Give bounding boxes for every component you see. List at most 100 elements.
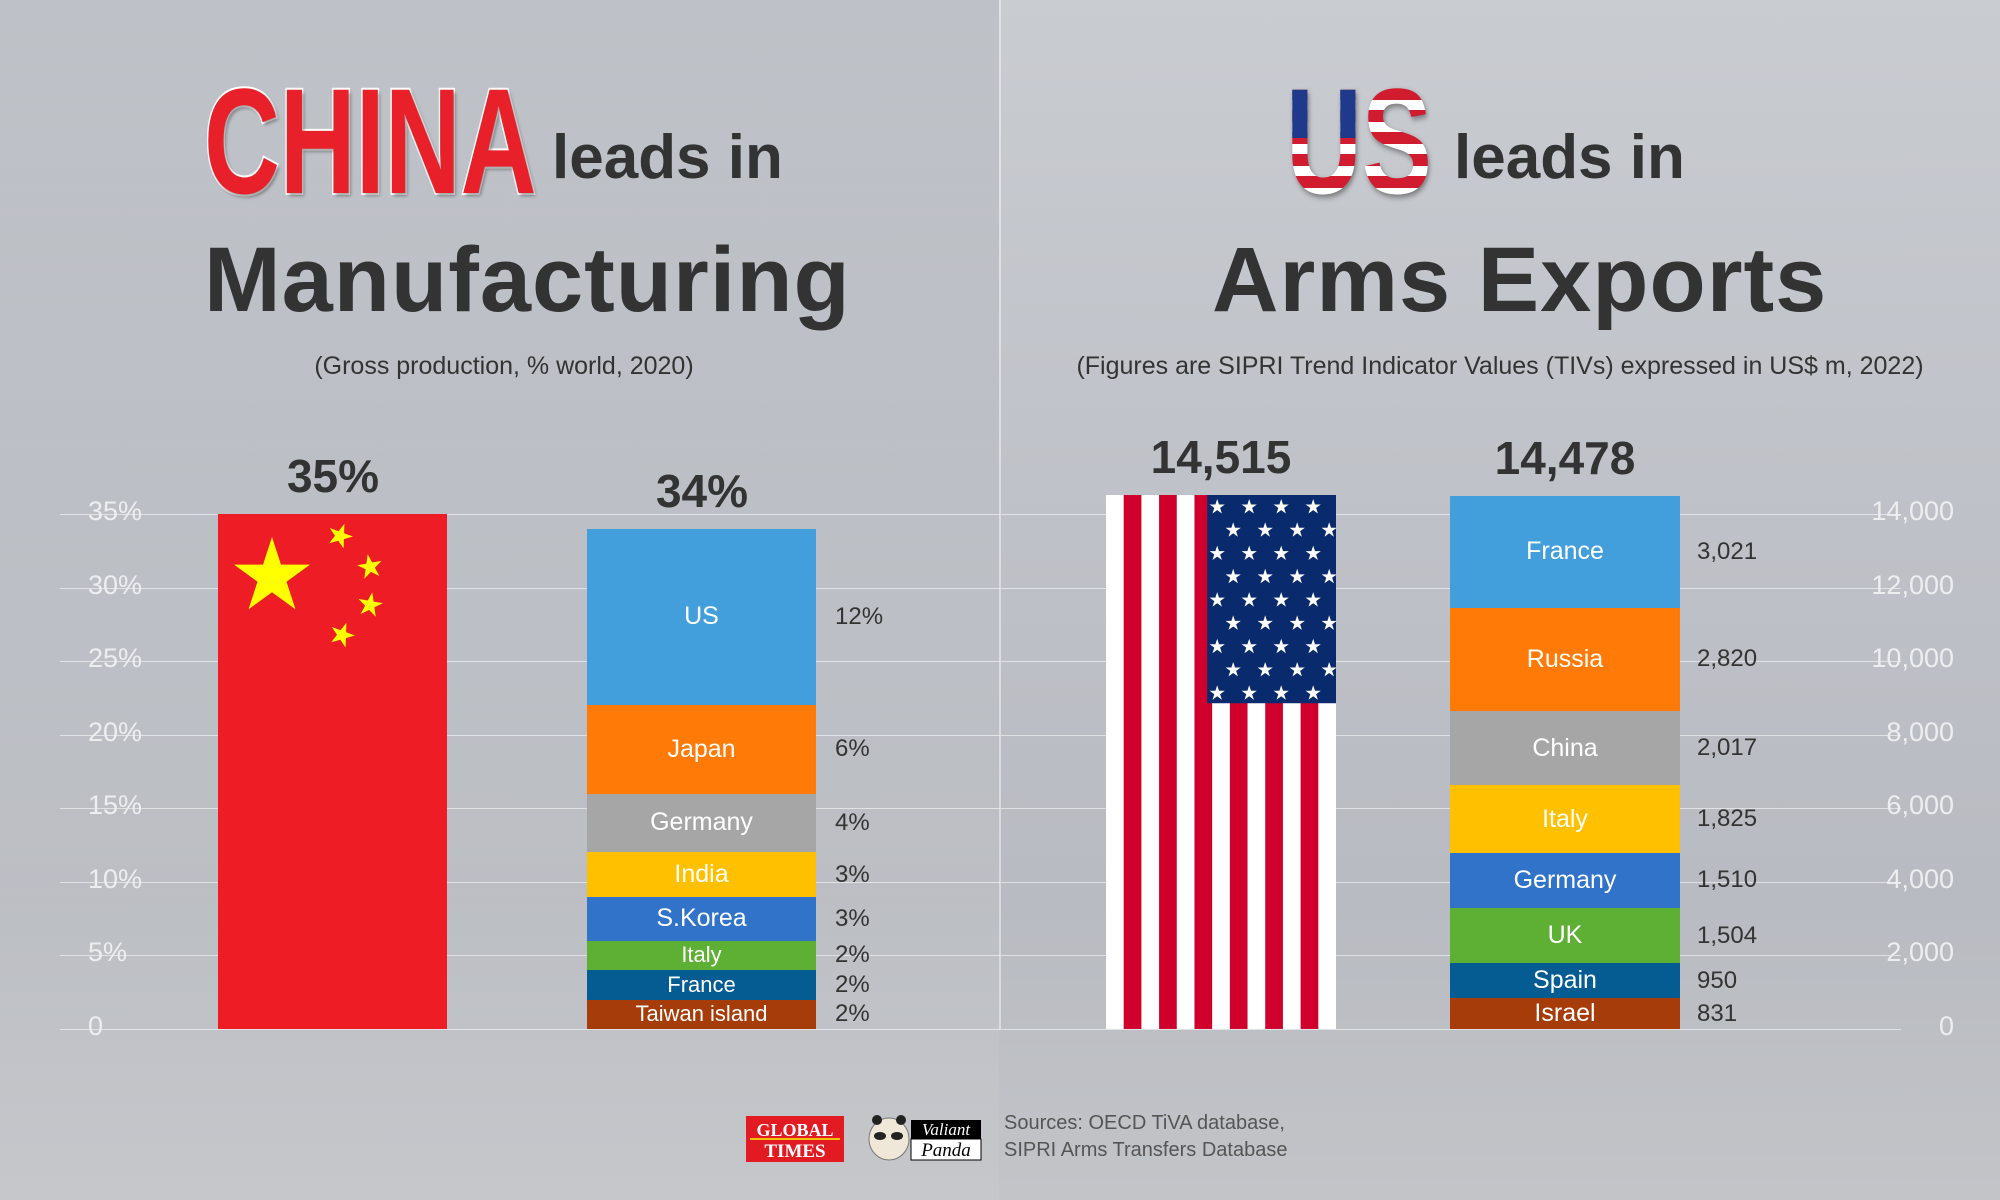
star-icon: [1241, 499, 1257, 514]
segment-value-label: 2%: [835, 970, 870, 998]
star-icon: [358, 592, 383, 617]
star-icon: [1209, 592, 1225, 607]
star-icon: [1209, 545, 1225, 561]
segment-value-label: 2%: [835, 941, 870, 969]
segment-value-label: 6%: [835, 735, 870, 763]
y-tick-label: 30%: [88, 569, 143, 600]
gridline: [60, 955, 1000, 957]
bar-segment-japan: Japan: [587, 705, 816, 794]
sources-text: Sources: OECD TiVA database, SIPRI Arms …: [1004, 1110, 1287, 1164]
gridline: [60, 881, 1000, 883]
right-leads-in: leads in: [1454, 123, 1685, 192]
china-title-word: CHINA: [203, 57, 538, 225]
gridline: [60, 734, 1000, 736]
star-icon: [1289, 615, 1305, 630]
y-tick-label: 6,000: [1886, 790, 1954, 821]
star-icon: [1225, 568, 1241, 584]
y-tick-label: 12,000: [1871, 569, 1954, 600]
star-icon: [1305, 685, 1321, 700]
bar-segment-us: US: [587, 528, 816, 706]
us-total-label: 14,515: [1150, 431, 1292, 484]
y-tick-label: 2,000: [1886, 937, 1954, 968]
right-headline: Arms Exports: [1212, 229, 1828, 331]
star-icon: [1321, 615, 1336, 630]
bar-segment-s-korea: S.Korea: [587, 896, 816, 941]
y-tick-label: 35%: [88, 496, 143, 526]
segment-value-label: 1,825: [1697, 805, 1758, 833]
star-icon: [1289, 522, 1305, 537]
y-tick-label: 0: [88, 1011, 104, 1041]
y-tick-label: 25%: [88, 643, 143, 674]
svg-text:GLOBAL: GLOBAL: [756, 1120, 833, 1140]
segment-value-label: 3%: [835, 860, 870, 888]
china-flag-bar: [218, 514, 447, 1029]
star-icon: [1321, 522, 1336, 537]
left-leads-in: leads in: [552, 123, 783, 192]
star-icon: [234, 537, 310, 610]
star-icon: [1273, 685, 1289, 700]
star-icon: [1305, 592, 1321, 607]
gridline: [60, 661, 1000, 663]
y-tick-label: 8,000: [1886, 716, 1954, 747]
star-icon: [1257, 662, 1273, 677]
segment-value-label: 2%: [835, 1000, 870, 1028]
svg-text:Panda: Panda: [920, 1140, 971, 1161]
star-icon: [1321, 568, 1336, 584]
y-tick-label: 4,000: [1886, 863, 1954, 894]
y-tick-label: 5%: [88, 937, 128, 968]
segment-value-label: 831: [1697, 999, 1738, 1027]
star-icon: [1225, 662, 1241, 677]
bar-segment-taiwan-island: Taiwan island: [587, 999, 816, 1029]
star-icon: [1241, 545, 1257, 561]
star-icon: [1225, 522, 1241, 537]
others-total-label: 14,478: [1494, 432, 1636, 485]
star-icon: [357, 554, 382, 579]
bar-segment-russia: Russia: [1450, 607, 1680, 712]
star-icon: [1305, 638, 1321, 654]
star-icon: [1209, 638, 1225, 654]
star-icon: [331, 622, 355, 648]
segment-value-label: 2,820: [1697, 645, 1758, 673]
gridline: [60, 808, 1000, 810]
others-total-label: 34%: [655, 464, 749, 517]
left-panel-background: [0, 0, 999, 1200]
left-subtitle: (Gross production, % world, 2020): [314, 352, 694, 380]
star-icon: [1321, 662, 1336, 677]
panel-divider: [999, 0, 1001, 1030]
bar-segment-india: India: [587, 852, 816, 897]
china-total-label: 35%: [286, 450, 380, 502]
y-tick-label: 0: [1938, 1011, 1954, 1041]
star-icon: [1273, 638, 1289, 654]
left-headline: Manufacturing: [204, 229, 851, 331]
star-icon: [329, 523, 353, 549]
star-icon: [1209, 499, 1225, 514]
segment-value-label: 950: [1697, 966, 1738, 994]
y-tick-label: 20%: [88, 716, 143, 747]
bar-segment-germany: Germany: [587, 793, 816, 853]
star-icon: [1305, 499, 1321, 514]
bar-segment-france: France: [1450, 496, 1680, 608]
bar-segment-germany: Germany: [1450, 852, 1680, 909]
star-icon: [1241, 638, 1257, 654]
y-tick-label: 14,000: [1871, 496, 1954, 526]
star-icon: [1257, 615, 1273, 630]
segment-value-label: 4%: [835, 809, 870, 836]
star-icon: [1257, 522, 1273, 537]
bar-segment-uk: UK: [1450, 908, 1680, 964]
segment-value-label: 1,510: [1697, 866, 1758, 894]
gridline: [60, 514, 1000, 515]
gridline: [60, 1029, 1000, 1030]
sources-line-1: Sources: OECD TiVA database,: [1004, 1112, 1285, 1134]
gridline: [60, 587, 1000, 589]
segment-value-label: 2,017: [1697, 734, 1758, 762]
svg-text:TIMES: TIMES: [764, 1141, 825, 1162]
star-icon: [1305, 545, 1321, 561]
star-icon: [1225, 615, 1241, 630]
segment-value-label: 3%: [835, 904, 870, 932]
sources-line-2: SIPRI Arms Transfers Database: [1004, 1139, 1288, 1161]
bar-segment-italy: Italy: [587, 940, 816, 971]
bar-segment-israel: Israel: [1450, 998, 1680, 1029]
us-title-word: US: [1286, 57, 1432, 225]
y-tick-label: 10,000: [1871, 643, 1954, 674]
star-icon: [1273, 545, 1289, 561]
